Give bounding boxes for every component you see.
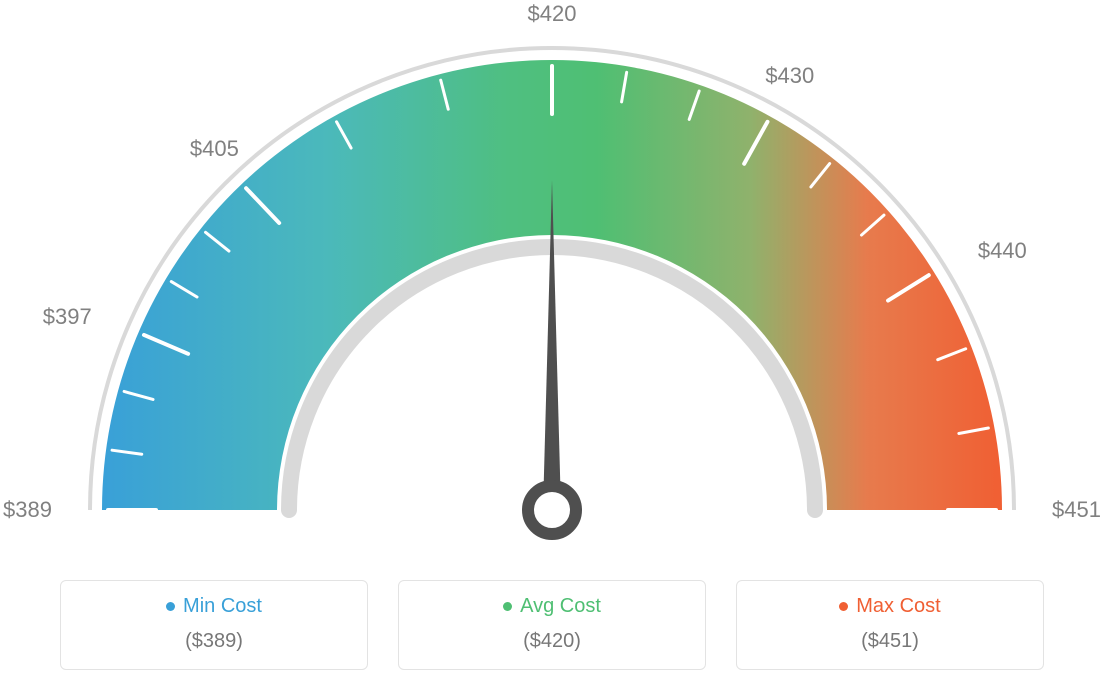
legend-card-avg: Avg Cost ($420) xyxy=(398,580,706,670)
legend-title-text-min: Min Cost xyxy=(183,595,262,618)
gauge-tick-label: $389 xyxy=(3,497,52,523)
legend-value-avg: ($420) xyxy=(409,630,695,653)
legend-dot-max xyxy=(839,602,848,611)
legend-title-max: Max Cost xyxy=(839,595,940,618)
gauge-chart xyxy=(0,0,1104,560)
legend-card-max: Max Cost ($451) xyxy=(736,580,1044,670)
gauge-tick-label: $451 xyxy=(1052,497,1101,523)
gauge-tick-label: $405 xyxy=(190,136,239,162)
legend-value-min: ($389) xyxy=(71,630,357,653)
legend-title-avg: Avg Cost xyxy=(503,595,601,618)
legend-dot-avg xyxy=(503,602,512,611)
legend-card-min: Min Cost ($389) xyxy=(60,580,368,670)
gauge-tick-label: $397 xyxy=(43,304,92,330)
gauge-tick-label: $420 xyxy=(528,1,577,27)
legend-dot-min xyxy=(166,602,175,611)
legend-value-max: ($451) xyxy=(747,630,1033,653)
legend-title-text-max: Max Cost xyxy=(856,595,940,618)
gauge-tick-label: $440 xyxy=(978,238,1027,264)
legend: Min Cost ($389) Avg Cost ($420) Max Cost… xyxy=(60,580,1044,670)
gauge-tick-label: $430 xyxy=(765,63,814,89)
gauge-svg xyxy=(0,0,1104,560)
legend-title-min: Min Cost xyxy=(166,595,262,618)
legend-title-text-avg: Avg Cost xyxy=(520,595,601,618)
